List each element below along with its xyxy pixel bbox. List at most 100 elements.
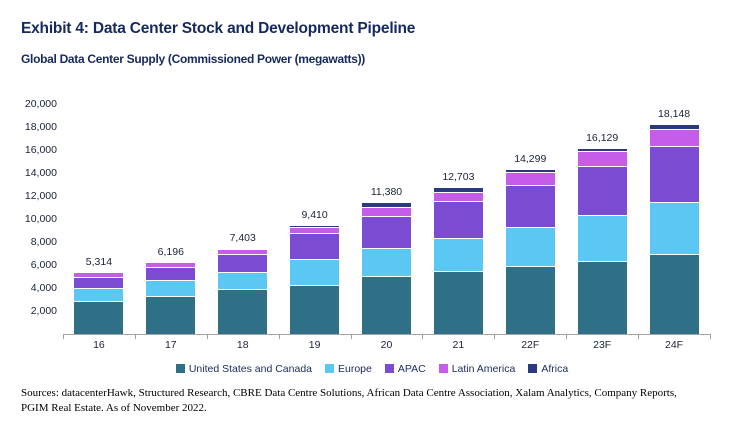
x-axis-tick <box>63 335 64 339</box>
bar-segment-europe <box>577 216 627 262</box>
x-axis-tick <box>494 335 496 339</box>
bar-segment-united-states-and-canada <box>218 290 268 334</box>
bar-segment-latin-america <box>146 263 196 268</box>
bar-total-label: 9,410 <box>301 208 328 221</box>
bar-segment-europe <box>433 239 483 272</box>
bar-segment-latin-america <box>362 207 411 217</box>
bar-segment-apac <box>218 254 268 274</box>
bar-segment-apac <box>290 233 340 261</box>
legend-item-united-states-and-canada: United States and Canada <box>175 362 312 375</box>
legend-swatch-icon <box>325 364 334 373</box>
x-axis-label: 19 <box>308 339 321 351</box>
legend-swatch-icon <box>175 364 185 373</box>
legend-item-apac: APAC <box>384 362 426 375</box>
bar-segment-apac <box>505 185 555 229</box>
x-axis-label: 21 <box>452 339 465 351</box>
bar-segment-apac <box>577 167 627 217</box>
bar-segment-africa <box>218 248 268 250</box>
legend-label: Europe <box>338 362 372 375</box>
bar-segment-latin-america <box>649 129 699 148</box>
y-axis-label: 20,000 <box>24 98 57 110</box>
x-axis-tick <box>710 335 711 339</box>
bar-segment-apac <box>433 202 483 240</box>
legend-item-africa: Africa <box>528 363 568 375</box>
bar-segment-africa <box>74 272 124 274</box>
y-axis-label: 2,000 <box>30 305 57 317</box>
chart-title: Global Data Center Supply (Commissioned … <box>21 52 365 66</box>
bar-segment-latin-america <box>433 192 483 203</box>
bar-segment-europe <box>505 228 555 267</box>
bar-segment-apac <box>74 277 124 290</box>
bar-total-label: 14,299 <box>514 152 547 165</box>
bar-total-label: 7,403 <box>229 231 256 244</box>
y-axis-label: 16,000 <box>24 144 57 156</box>
bar-segment-united-states-and-canada <box>290 286 340 334</box>
bar-segment-united-states-and-canada <box>505 266 555 334</box>
bar-segment-apac <box>146 267 196 281</box>
legend-swatch-icon <box>384 364 394 373</box>
bar-segment-latin-america <box>218 249 268 255</box>
bar-segment-africa <box>649 125 699 130</box>
y-axis-label: 14,000 <box>24 167 57 179</box>
bar-total-label: 11,380 <box>370 186 403 199</box>
sources-line-2: PGIM Real Estate. As of November 2022. <box>21 402 207 414</box>
bar-segment-latin-america <box>505 173 555 186</box>
y-axis-label: 6,000 <box>30 259 57 271</box>
bar-segment-europe <box>218 273 268 291</box>
y-axis-label: 12,000 <box>24 190 57 202</box>
x-axis-label: 24F <box>665 339 684 351</box>
x-axis-line <box>63 334 711 335</box>
bar-total-label: 5,314 <box>85 255 113 268</box>
bar-segment-apac <box>362 216 411 249</box>
x-axis-label: 18 <box>236 339 249 351</box>
y-axis-label: 4,000 <box>30 282 57 294</box>
bar-segment-latin-america <box>74 273 124 278</box>
bar-segment-europe <box>74 289 124 303</box>
bar-segment-africa <box>505 169 555 174</box>
x-axis-tick <box>350 335 352 339</box>
y-axis-label: 18,000 <box>24 121 57 133</box>
chart-legend: United States and Canada Europe APAC Latin … <box>0 361 744 376</box>
x-axis-tick <box>134 335 136 339</box>
bar-segment-united-states-and-canada <box>74 302 124 334</box>
bar-segment-latin-america <box>577 151 627 168</box>
sources-note: Sources: datacenterHawk, Structured Rese… <box>21 386 727 416</box>
legend-item-latin-america: Latin America <box>438 362 516 375</box>
bar-segment-united-states-and-canada <box>146 296 196 334</box>
x-axis-tick <box>566 335 568 339</box>
bar-total-label: 16,129 <box>586 131 619 144</box>
legend-label: United States and Canada <box>188 362 312 375</box>
legend-label: APAC <box>397 362 426 375</box>
x-axis-label: 17 <box>164 339 177 351</box>
bar-segment-europe <box>290 260 340 287</box>
bar-segment-europe <box>362 248 411 278</box>
y-axis-label: 8,000 <box>30 236 57 248</box>
bar-segment-europe <box>649 203 699 256</box>
legend-label: Latin America <box>451 362 516 375</box>
bar-total-label: 6,196 <box>157 245 184 258</box>
bar-segment-united-states-and-canada <box>362 277 411 334</box>
bar-segment-europe <box>146 280 196 297</box>
x-axis-label: 23F <box>593 339 612 351</box>
bar-total-label: 18,148 <box>657 108 691 121</box>
x-axis-tick <box>422 335 424 339</box>
sources-line-1: Sources: datacenterHawk, Structured Rese… <box>21 387 677 399</box>
x-axis-tick <box>638 335 640 339</box>
x-axis-label: 20 <box>380 339 393 351</box>
bar-segment-apac <box>649 147 699 204</box>
bar-segment-latin-america <box>290 227 340 234</box>
bar-total-label: 12,703 <box>442 170 475 183</box>
x-axis-tick <box>278 335 280 339</box>
bar-segment-africa <box>433 187 483 193</box>
legend-swatch-icon <box>528 364 538 373</box>
bar-segment-africa <box>362 203 411 208</box>
legend-swatch-icon <box>438 364 448 373</box>
bar-segment-united-states-and-canada <box>433 271 483 334</box>
plot-area: 5,314 6,196 7,403 9,410 11,380 12,703 14,299 16… <box>63 104 710 334</box>
x-axis-tick <box>206 335 208 339</box>
bar-segment-united-states-and-canada <box>577 261 627 334</box>
legend-item-europe: Europe <box>325 363 372 375</box>
legend-label: Africa <box>541 362 569 375</box>
